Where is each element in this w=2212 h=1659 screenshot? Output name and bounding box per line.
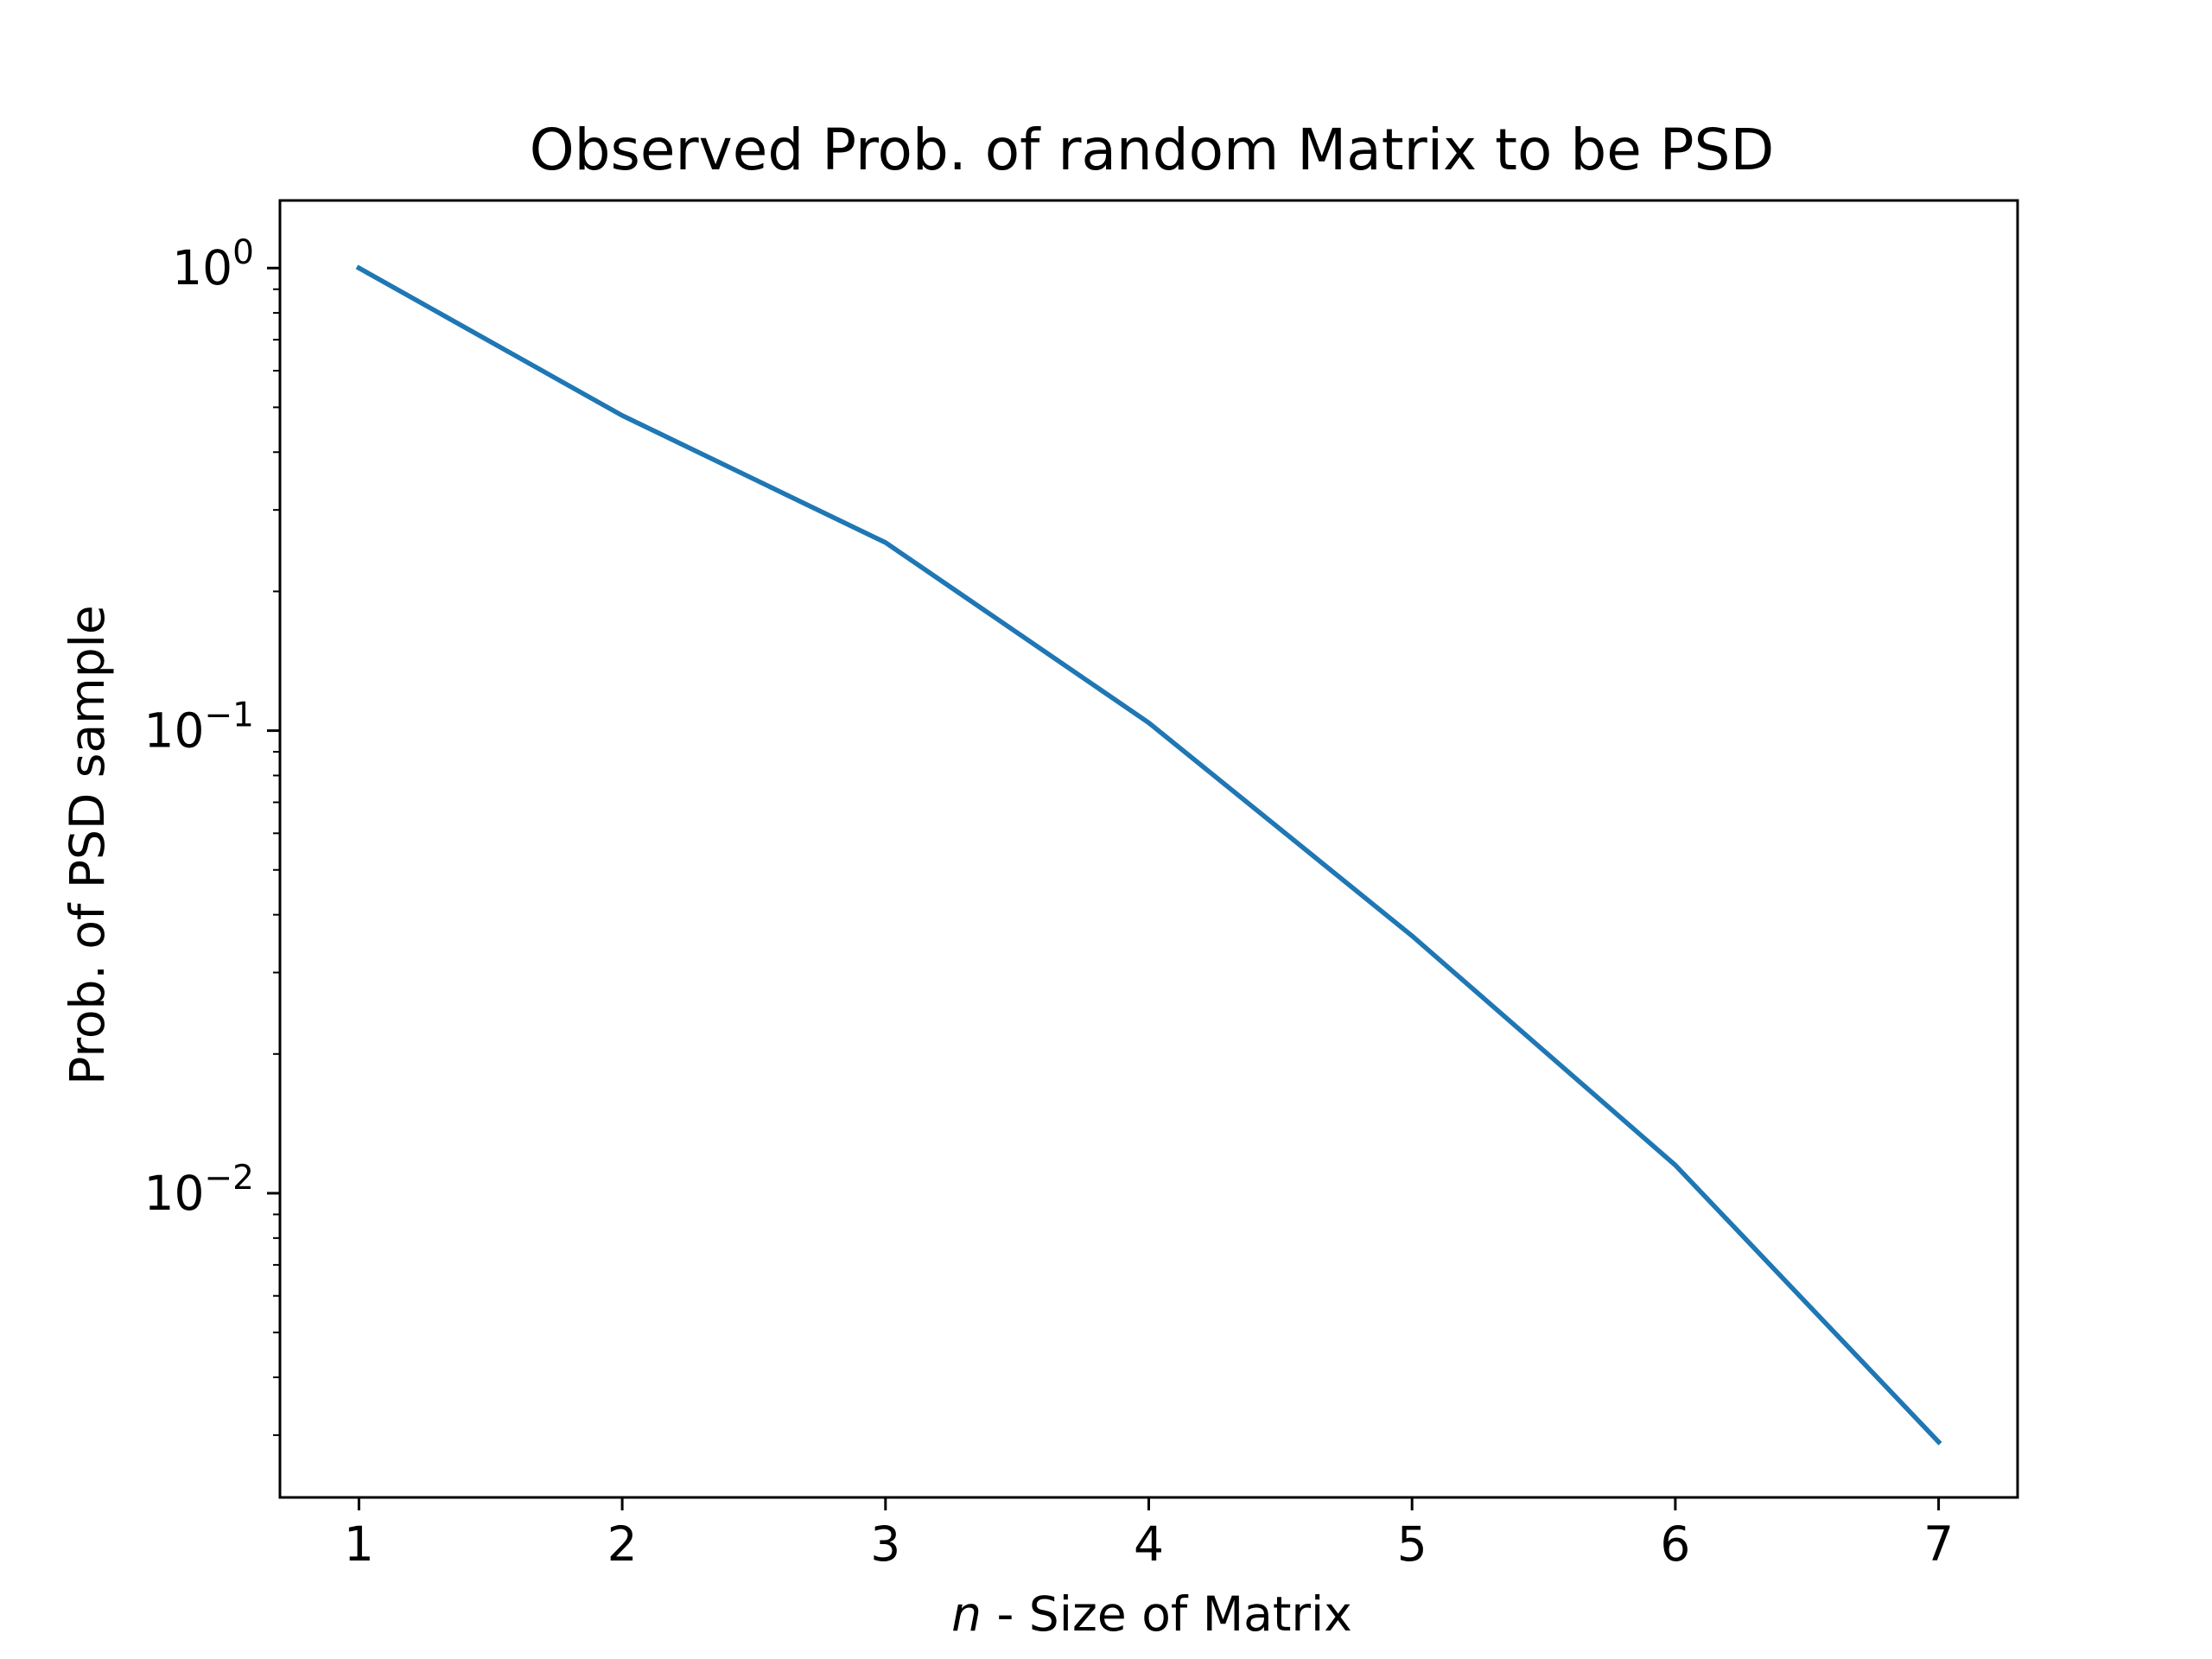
x-tick-label-1: 1 — [344, 1516, 374, 1572]
x-axis-label-variable: n — [951, 1586, 982, 1642]
y-tick-label-base: 10 — [144, 703, 205, 759]
y-tick-label-exponent: 0 — [232, 233, 254, 272]
x-tick-label-3: 3 — [870, 1516, 900, 1572]
y-tick-label-base: 10 — [144, 1166, 205, 1221]
y-tick-label: 10−2 — [144, 1159, 255, 1221]
series-line-0 — [355, 264, 1942, 1446]
y-tick-label-base: 10 — [172, 240, 232, 296]
x-tick-label-5: 5 — [1397, 1516, 1427, 1572]
x-axis-label-text: - Size of Matrix — [982, 1586, 1352, 1642]
y-tick-label: 100 — [172, 233, 254, 296]
x-axis-label: n - Size of Matrix — [951, 1586, 1352, 1642]
chart-title: Observed Prob. of random Matrix to be PS… — [530, 117, 1775, 183]
x-tick-label-6: 6 — [1660, 1516, 1690, 1572]
x-tick-label-4: 4 — [1134, 1516, 1164, 1572]
y-tick-label-exponent: −2 — [205, 1159, 255, 1198]
y-tick-label-exponent: −1 — [205, 696, 255, 735]
y-tick-label: 10−1 — [144, 696, 255, 759]
x-tick-label-2: 2 — [607, 1516, 638, 1572]
x-tick-label-7: 7 — [1923, 1516, 1954, 1572]
y-axis-label: Prob. of PSD sample — [60, 605, 115, 1085]
